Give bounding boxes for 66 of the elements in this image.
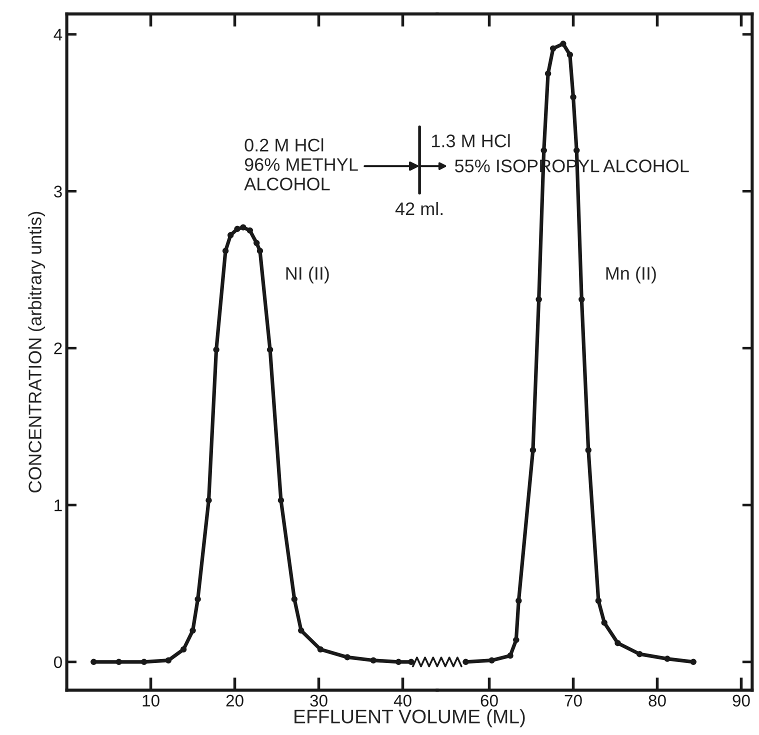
- point: [664, 656, 670, 662]
- point: [190, 627, 196, 634]
- x-axis-title: EFFLUENT VOLUME (ML): [294, 709, 525, 728]
- point: [544, 70, 552, 77]
- point: [234, 226, 240, 232]
- point: [344, 654, 350, 660]
- x-tick-label: 90: [732, 694, 750, 707]
- x-tick-label: 70: [564, 694, 582, 707]
- point: [636, 650, 643, 658]
- x-tick-label: 10: [142, 694, 160, 707]
- point: [206, 497, 212, 504]
- point: [291, 596, 298, 602]
- point: [566, 52, 574, 58]
- y-tick-label: 0: [54, 656, 62, 668]
- y-tick-label: 1: [54, 500, 62, 512]
- point: [516, 598, 522, 604]
- point: [227, 232, 234, 238]
- point: [90, 658, 97, 666]
- point: [530, 446, 536, 454]
- point: [266, 346, 274, 353]
- point: [395, 658, 402, 666]
- y-axis-title: CONCENTRATION (arbitrary untis): [28, 212, 46, 492]
- x-tick-label: 60: [480, 694, 498, 707]
- y-tick-label: 4: [54, 28, 62, 40]
- point: [595, 598, 602, 604]
- point: [574, 147, 580, 154]
- point: [614, 640, 621, 646]
- point: [256, 248, 264, 254]
- point: [488, 657, 495, 664]
- point: [560, 40, 566, 47]
- point: [180, 646, 187, 652]
- point: [536, 296, 542, 303]
- x-tick-label: 80: [648, 694, 666, 707]
- annotation: Mn (II): [606, 266, 656, 284]
- point: [578, 296, 585, 303]
- y-tick-label: 2: [54, 342, 62, 354]
- point: [690, 658, 696, 666]
- point: [116, 658, 122, 666]
- point: [317, 646, 324, 652]
- point: [278, 497, 284, 504]
- ref-line-label: 42 ml.: [395, 202, 442, 216]
- point: [240, 224, 246, 230]
- x-tick-label: 30: [310, 694, 328, 707]
- point: [194, 596, 201, 602]
- point: [570, 94, 576, 100]
- point: [253, 240, 260, 246]
- x-tick-label: 40: [394, 694, 412, 707]
- point: [165, 657, 172, 664]
- point: [222, 248, 229, 254]
- point: [370, 657, 376, 664]
- point: [140, 658, 148, 666]
- annotation: NI (II): [286, 266, 329, 284]
- point: [246, 227, 254, 234]
- point: [550, 45, 556, 52]
- point: [408, 658, 414, 666]
- point: [462, 658, 469, 666]
- point: [213, 346, 220, 353]
- point: [585, 446, 592, 454]
- point: [513, 636, 520, 644]
- point: [540, 147, 547, 154]
- y-tick-label: 3: [54, 186, 62, 198]
- point: [507, 652, 514, 659]
- annotation: 0.2 M HCl 96% METHYL ALCOHOL: [244, 138, 358, 190]
- point: [601, 620, 608, 626]
- point: [298, 627, 304, 634]
- x-tick-label: 20: [226, 694, 244, 707]
